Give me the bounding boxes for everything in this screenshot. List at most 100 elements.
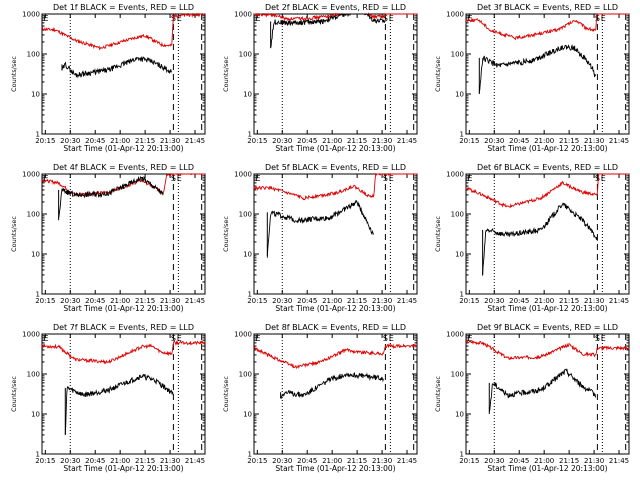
y-tick-label: 10 xyxy=(31,251,40,259)
x-tick-label: 20:15 xyxy=(35,457,55,465)
saa-end-label: E xyxy=(601,14,606,23)
eclipse-end-label: E xyxy=(255,174,260,183)
x-tick-label: 20:15 xyxy=(247,137,267,145)
y-tick-label: 1000 xyxy=(22,11,40,19)
x-tick-label: 20:30 xyxy=(60,297,80,305)
x-tick-label: 21:30 xyxy=(160,457,180,465)
y-tick-label: 10 xyxy=(243,251,252,259)
x-tick-label: 21:45 xyxy=(397,137,417,145)
y-tick-label: 100 xyxy=(239,211,252,219)
x-tick-label: 21:15 xyxy=(559,297,579,305)
x-tick-label: 21:00 xyxy=(534,297,554,305)
y-tick-label: 1 xyxy=(460,291,464,299)
x-tick-label: 21:00 xyxy=(322,457,342,465)
x-tick-label: 21:30 xyxy=(584,297,604,305)
x-tick-label: 20:15 xyxy=(247,457,267,465)
panel-title: Det 4f BLACK = Events, RED = LLD xyxy=(53,163,194,172)
x-axis-label: Start Time (01-Apr-12 20:13:00) xyxy=(63,464,183,473)
x-tick-label: 21:15 xyxy=(559,137,579,145)
x-tick-label: 20:30 xyxy=(484,457,504,465)
x-axis-label: Start Time (01-Apr-12 20:13:00) xyxy=(487,144,607,153)
x-axis-label: Start Time (01-Apr-12 20:13:00) xyxy=(275,144,395,153)
y-tick-label: 100 xyxy=(27,51,40,59)
x-tick-label: 20:45 xyxy=(509,137,529,145)
saa-start-label: S xyxy=(383,174,388,183)
y-tick-label: 1 xyxy=(36,131,40,139)
eclipse-end-label: E xyxy=(43,174,48,183)
x-tick-label: 20:30 xyxy=(272,297,292,305)
eclipse-end-label: E xyxy=(467,334,472,343)
y-tick-label: 1000 xyxy=(22,331,40,339)
y-tick-label: 100 xyxy=(239,371,252,379)
saa-end-label: E xyxy=(177,334,182,343)
y-tick-label: 1 xyxy=(36,291,40,299)
panel-det-7f: Det 7f BLACK = Events, RED = LLD 1 10 100 10… xyxy=(10,323,206,473)
x-tick-label: 20:30 xyxy=(60,457,80,465)
x-tick-label: 20:45 xyxy=(297,457,317,465)
x-tick-label: 21:30 xyxy=(160,297,180,305)
saa-start-label: S xyxy=(595,334,600,343)
lld-series-line xyxy=(465,173,629,209)
lld-series-line xyxy=(41,12,206,51)
lld-series-line xyxy=(41,340,206,365)
y-tick-label: 1 xyxy=(460,131,464,139)
x-tick-label: 20:15 xyxy=(247,297,267,305)
saa-start-label: S xyxy=(171,334,176,343)
saa-start-label: S xyxy=(595,14,600,23)
eclipse-end-label: E xyxy=(467,14,472,23)
panel-title: Det 5f BLACK = Events, RED = LLD xyxy=(265,163,406,172)
y-axis-label: Counts/sec xyxy=(222,216,230,252)
lld-series-line xyxy=(253,343,418,370)
events-series-line xyxy=(270,12,386,48)
y-tick-label: 10 xyxy=(243,91,252,99)
y-axis-label: Counts/sec xyxy=(10,56,18,92)
x-tick-label: 20:30 xyxy=(272,137,292,145)
x-tick-label: 20:45 xyxy=(509,457,529,465)
x-tick-label: 21:00 xyxy=(110,137,130,145)
plot-frame xyxy=(253,173,418,295)
x-tick-label: 21:30 xyxy=(584,457,604,465)
saa-end-label: E xyxy=(389,334,394,343)
panel-title: Det 3f BLACK = Events, RED = LLD xyxy=(477,3,618,12)
x-tick-label: 20:30 xyxy=(272,457,292,465)
plot-frame xyxy=(465,333,630,455)
y-tick-label: 1 xyxy=(248,131,252,139)
events-series-line xyxy=(478,44,597,93)
x-tick-label: 20:45 xyxy=(85,297,105,305)
events-series-line xyxy=(482,202,598,276)
x-tick-label: 21:00 xyxy=(322,297,342,305)
y-tick-label: 1 xyxy=(36,451,40,459)
plot-frame xyxy=(41,333,206,455)
saa-end-label: E xyxy=(601,334,606,343)
events-series-line xyxy=(266,199,374,258)
x-tick-label: 21:15 xyxy=(347,137,367,145)
plot-frame xyxy=(253,13,418,135)
panel-title: Det 1f BLACK = Events, RED = LLD xyxy=(53,3,194,12)
y-tick-label: 100 xyxy=(451,371,464,379)
x-tick-label: 21:45 xyxy=(609,457,629,465)
x-tick-label: 20:15 xyxy=(459,297,479,305)
lld-series-line xyxy=(253,12,417,22)
x-tick-label: 21:45 xyxy=(609,137,629,145)
panel-det-9f: Det 9f BLACK = Events, RED = LLD 1 10 100 10… xyxy=(434,323,630,473)
y-tick-label: 100 xyxy=(239,51,252,59)
lld-series-line xyxy=(465,13,629,41)
x-tick-label: 21:15 xyxy=(347,297,367,305)
y-tick-label: 100 xyxy=(451,51,464,59)
y-tick-label: 10 xyxy=(243,411,252,419)
y-tick-label: 1 xyxy=(248,291,252,299)
x-tick-label: 21:45 xyxy=(609,297,629,305)
plot-frame xyxy=(41,13,206,135)
y-tick-label: 1000 xyxy=(446,11,464,19)
events-series-line xyxy=(58,175,164,218)
y-axis-label: Counts/sec xyxy=(10,216,18,252)
eclipse-end-label: E xyxy=(43,14,48,23)
saa-end-label: E xyxy=(389,14,394,23)
y-tick-label: 1000 xyxy=(22,171,40,179)
y-tick-label: 1000 xyxy=(446,331,464,339)
plot-frame xyxy=(465,173,630,295)
x-tick-label: 20:45 xyxy=(509,297,529,305)
x-tick-label: 21:45 xyxy=(185,297,205,305)
eclipse-end-label: E xyxy=(467,174,472,183)
x-tick-label: 21:00 xyxy=(322,137,342,145)
